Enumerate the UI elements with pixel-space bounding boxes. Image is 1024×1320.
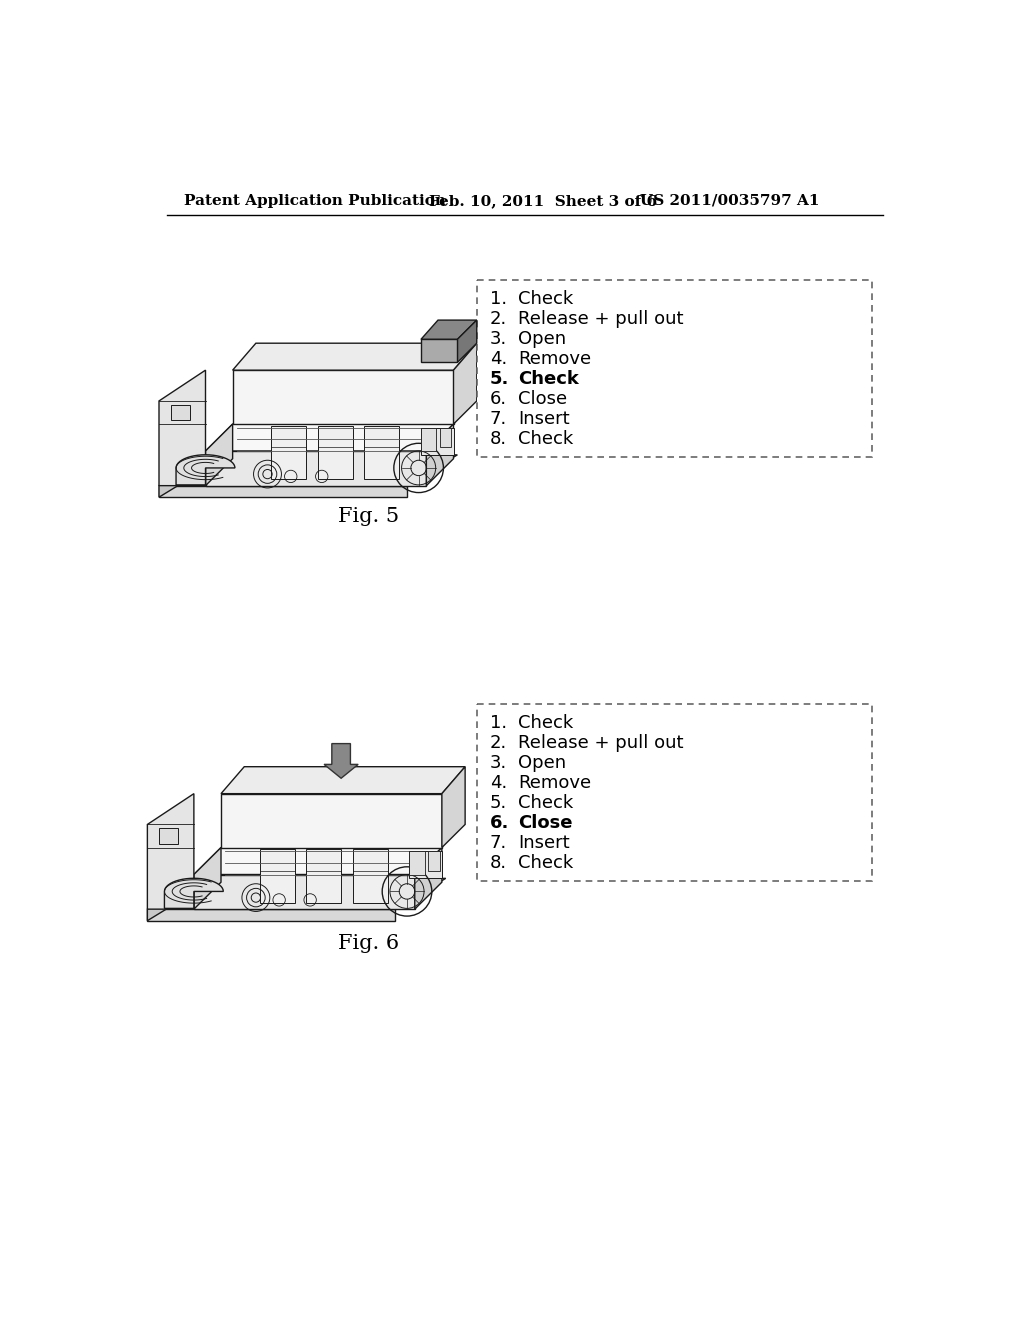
- Text: Check: Check: [518, 854, 573, 873]
- Text: Close: Close: [518, 814, 572, 832]
- Polygon shape: [194, 847, 221, 909]
- Polygon shape: [421, 428, 454, 455]
- Polygon shape: [221, 793, 442, 847]
- Polygon shape: [159, 486, 407, 498]
- Bar: [365, 425, 399, 479]
- Text: 4.: 4.: [489, 774, 507, 792]
- Polygon shape: [454, 343, 477, 424]
- Text: Remove: Remove: [518, 774, 591, 792]
- Bar: [410, 851, 425, 874]
- Text: 5.: 5.: [489, 371, 509, 388]
- Polygon shape: [421, 321, 477, 339]
- Polygon shape: [147, 878, 198, 921]
- Polygon shape: [194, 874, 415, 909]
- Polygon shape: [159, 455, 209, 498]
- Text: US 2011/0035797 A1: US 2011/0035797 A1: [640, 194, 819, 207]
- Polygon shape: [232, 370, 454, 424]
- Bar: [428, 851, 439, 871]
- Polygon shape: [147, 878, 445, 909]
- Bar: [260, 849, 295, 903]
- Polygon shape: [410, 851, 442, 878]
- Bar: [477, 280, 872, 457]
- Polygon shape: [194, 847, 442, 874]
- Polygon shape: [176, 455, 234, 484]
- Text: 2.: 2.: [489, 310, 507, 329]
- Text: Check: Check: [518, 371, 579, 388]
- Polygon shape: [206, 424, 454, 451]
- Text: Check: Check: [518, 793, 573, 812]
- Bar: [439, 428, 452, 447]
- Polygon shape: [165, 878, 223, 908]
- Text: Fig. 5: Fig. 5: [338, 507, 398, 525]
- Polygon shape: [324, 743, 358, 779]
- Polygon shape: [442, 767, 465, 847]
- Text: 6.: 6.: [489, 814, 509, 832]
- Text: Fig. 6: Fig. 6: [338, 935, 398, 953]
- Text: Open: Open: [518, 754, 566, 772]
- Bar: [317, 425, 352, 479]
- Text: 8.: 8.: [489, 854, 507, 873]
- Text: 3.: 3.: [489, 330, 507, 348]
- Text: 4.: 4.: [489, 350, 507, 368]
- Text: 8.: 8.: [489, 430, 507, 449]
- Polygon shape: [159, 455, 458, 486]
- Text: Patent Application Publication: Patent Application Publication: [183, 194, 445, 207]
- Bar: [271, 425, 306, 479]
- Polygon shape: [426, 424, 454, 486]
- Bar: [306, 849, 341, 903]
- Text: 1.: 1.: [489, 714, 507, 731]
- Text: 3.: 3.: [489, 754, 507, 772]
- Text: 6.: 6.: [489, 391, 507, 408]
- Polygon shape: [159, 370, 206, 486]
- Text: Check: Check: [518, 290, 573, 309]
- Text: 7.: 7.: [489, 411, 507, 429]
- Polygon shape: [458, 321, 477, 363]
- Bar: [421, 428, 436, 451]
- Text: Check: Check: [518, 430, 573, 449]
- Polygon shape: [147, 793, 194, 909]
- Text: Insert: Insert: [518, 411, 569, 429]
- Text: Release + pull out: Release + pull out: [518, 310, 683, 329]
- Text: Insert: Insert: [518, 834, 569, 851]
- Polygon shape: [415, 847, 442, 909]
- Bar: [171, 405, 190, 420]
- Text: 2.: 2.: [489, 734, 507, 752]
- Text: Remove: Remove: [518, 350, 591, 368]
- Text: Close: Close: [518, 391, 567, 408]
- Bar: [352, 849, 388, 903]
- Text: 5.: 5.: [489, 793, 507, 812]
- Text: 7.: 7.: [489, 834, 507, 851]
- Text: Check: Check: [518, 714, 573, 731]
- Text: Open: Open: [518, 330, 566, 348]
- Polygon shape: [147, 909, 395, 921]
- Polygon shape: [206, 451, 426, 486]
- Text: Feb. 10, 2011  Sheet 3 of 6: Feb. 10, 2011 Sheet 3 of 6: [429, 194, 656, 207]
- Polygon shape: [221, 767, 465, 793]
- Bar: [477, 704, 872, 880]
- Polygon shape: [232, 343, 477, 370]
- Bar: [159, 829, 178, 843]
- Text: Release + pull out: Release + pull out: [518, 734, 683, 752]
- Polygon shape: [421, 339, 458, 363]
- Text: 1.: 1.: [489, 290, 507, 309]
- Polygon shape: [206, 424, 232, 486]
